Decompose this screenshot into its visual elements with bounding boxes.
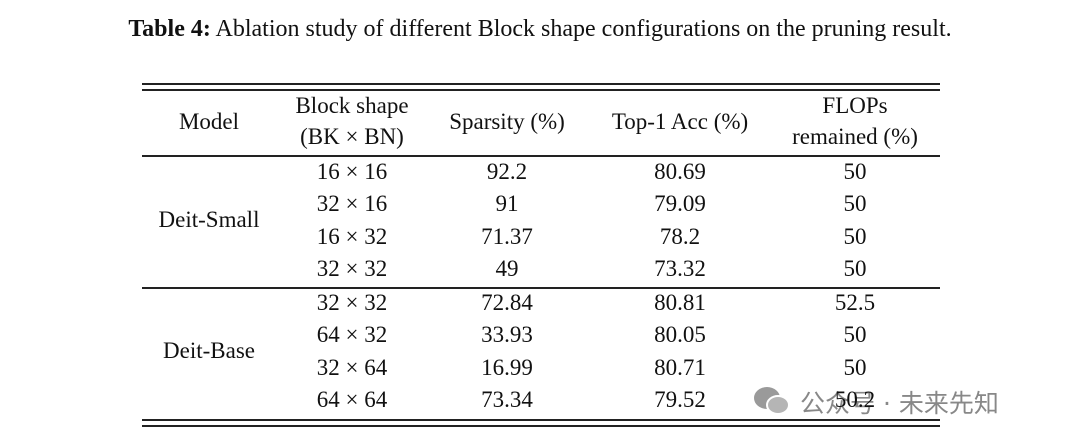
data-cell: 32 × 64 — [316, 354, 388, 380]
data-cell: 50 — [843, 354, 867, 380]
data-cell: 32 × 32 — [316, 255, 388, 281]
data-cell: 92.2 — [486, 159, 528, 184]
data-cell: 80.71 — [654, 354, 706, 380]
header-cell: Sparsity (%) — [449, 109, 565, 134]
top-rule — [142, 83, 940, 85]
data-cell: 73.32 — [654, 255, 706, 281]
data-cell: 78.2 — [659, 223, 701, 249]
bottom-rule — [142, 425, 940, 427]
header-cell: (BK × BN) — [300, 124, 404, 149]
data-cell: 72.84 — [481, 290, 533, 315]
group-rule — [142, 287, 940, 289]
caption-text: Ablation study of different Block shape … — [215, 16, 952, 42]
data-cell: 16.99 — [481, 354, 533, 380]
data-cell: 80.05 — [654, 322, 706, 348]
header-cell: FLOPs — [822, 93, 888, 118]
data-cell: 73.34 — [481, 386, 533, 412]
data-cell: 52.5 — [834, 290, 876, 315]
model-cell: Deit-Base — [163, 338, 255, 364]
watermark: 公众号 · 未来先知 — [800, 389, 999, 418]
header-rule — [142, 155, 940, 157]
data-cell: 80.81 — [654, 290, 706, 315]
data-cell: 49 — [495, 255, 519, 281]
caption-label: Table 4: — [128, 16, 211, 42]
data-cell: 64 × 64 — [316, 386, 388, 412]
data-cell: 80.69 — [654, 159, 706, 184]
data-cell: 64 × 32 — [316, 322, 388, 348]
bottom-rule — [142, 419, 940, 421]
top-rule — [142, 89, 940, 91]
data-cell: 16 × 32 — [316, 223, 388, 249]
data-cell: 50 — [843, 255, 867, 281]
watermark-icon — [754, 387, 790, 415]
data-cell: 16 × 16 — [316, 159, 388, 184]
data-cell: 79.52 — [654, 386, 706, 412]
caption: Table 4: Ablation study of different Blo… — [0, 16, 1080, 43]
data-cell: 33.93 — [481, 322, 533, 348]
model-cell: Deit-Small — [158, 207, 260, 233]
data-cell: 50 — [843, 191, 867, 217]
data-cell: 32 × 32 — [316, 290, 388, 315]
header-cell: Top-1 Acc (%) — [611, 109, 749, 134]
data-cell: 71.37 — [481, 223, 533, 249]
data-cell: 50.2 — [834, 386, 876, 412]
header-cell: Model — [178, 109, 240, 134]
data-cell: 50 — [843, 159, 867, 184]
data-cell: 32 × 16 — [316, 191, 388, 217]
data-cell: 50 — [843, 223, 867, 249]
data-cell: 79.09 — [654, 191, 706, 217]
header-cell: remained (%) — [792, 124, 918, 149]
data-cell: 50 — [843, 322, 867, 348]
header-cell: Block shape — [295, 93, 409, 118]
data-cell: 91 — [495, 191, 519, 217]
